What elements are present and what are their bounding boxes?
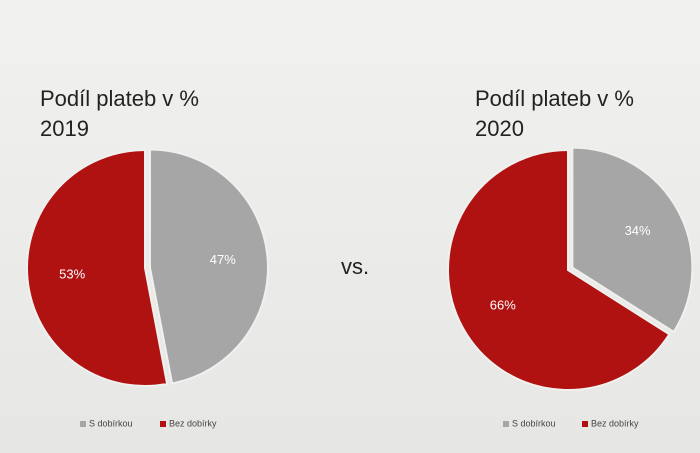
legend-label: S dobírkou bbox=[512, 418, 556, 428]
pie-slice bbox=[26, 148, 169, 387]
chart-title: Podíl plateb v % bbox=[40, 86, 199, 111]
chart-title: Podíl plateb v % bbox=[475, 86, 634, 111]
value-label: 34% bbox=[625, 223, 651, 238]
legend-swatch bbox=[160, 421, 166, 427]
legend-swatch bbox=[503, 421, 509, 427]
legend-label: S dobírkou bbox=[89, 418, 133, 428]
pie-slice bbox=[447, 148, 671, 391]
legend-label: Bez dobírky bbox=[591, 418, 639, 428]
legend-swatch bbox=[80, 421, 86, 427]
annotation: vs. bbox=[341, 254, 369, 279]
value-label: 66% bbox=[490, 297, 516, 312]
pie-slice bbox=[571, 146, 694, 334]
legend-label: Bez dobírky bbox=[169, 418, 217, 428]
legend-swatch bbox=[582, 421, 588, 427]
value-label: 47% bbox=[210, 252, 236, 267]
chart-subtitle: 2019 bbox=[40, 116, 89, 141]
chart-subtitle: 2020 bbox=[475, 116, 524, 141]
pie-slice bbox=[148, 148, 269, 385]
value-label: 53% bbox=[59, 266, 85, 281]
